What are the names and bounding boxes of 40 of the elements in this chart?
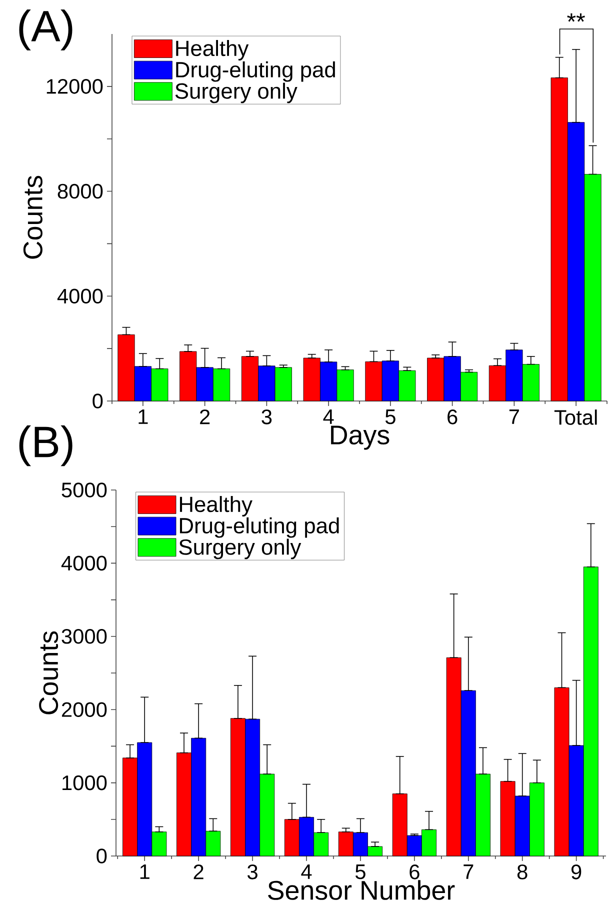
x-tick-label: 2 bbox=[194, 864, 204, 880]
x-tick-label: 7 bbox=[509, 410, 519, 424]
x-tick-label: 1 bbox=[138, 410, 148, 424]
chart-title: (B) bbox=[19, 425, 72, 466]
y-tick-label: 8000 bbox=[58, 184, 103, 199]
text: ** bbox=[567, 13, 585, 22]
legend-label: Drug-eluting pad bbox=[176, 61, 335, 82]
x-tick-label: 6 bbox=[448, 410, 458, 424]
x-tick-label: 4 bbox=[301, 864, 312, 879]
legend-label: Surgery only bbox=[175, 82, 298, 104]
y-tick-label: 12000 bbox=[46, 79, 103, 94]
x-axis-title: Sensor Number bbox=[268, 880, 455, 900]
y-tick-label: 0 bbox=[96, 848, 107, 864]
chart-title: (A) bbox=[19, 10, 72, 50]
x-tick-label: 7 bbox=[464, 864, 474, 879]
x-tick-label: 3 bbox=[262, 410, 272, 424]
y-tick-label: 2000 bbox=[62, 702, 107, 718]
y-axis-title: Counts bbox=[39, 631, 58, 714]
x-tick-label: 5 bbox=[355, 864, 366, 880]
y-tick-label: 1000 bbox=[62, 775, 107, 790]
x-tick-label: 8 bbox=[517, 864, 528, 880]
x-tick-label: 5 bbox=[385, 410, 396, 424]
y-tick-label: 0 bbox=[92, 394, 103, 408]
x-tick-label: 2 bbox=[200, 410, 210, 424]
y-axis-title: Counts bbox=[23, 176, 42, 259]
x-tick-label: 1 bbox=[140, 864, 150, 879]
x-tick-label: 9 bbox=[571, 864, 582, 880]
x-axis-title: Days bbox=[331, 426, 390, 450]
x-tick-label: 3 bbox=[248, 864, 258, 880]
x-tick-label: 4 bbox=[323, 410, 334, 424]
legend-label: Drug-eluting pad bbox=[180, 517, 339, 538]
y-tick-label: 5000 bbox=[62, 482, 107, 498]
legend-label: Surgery only bbox=[179, 538, 302, 560]
x-tick-label: Total bbox=[554, 410, 597, 425]
y-tick-label: 4000 bbox=[61, 556, 107, 571]
legend-label: Healthy bbox=[180, 496, 252, 516]
legend-label: Healthy bbox=[176, 40, 249, 60]
y-tick-label: 3000 bbox=[62, 628, 107, 644]
x-tick-label: 6 bbox=[410, 864, 420, 880]
y-tick-label: 4000 bbox=[57, 288, 103, 304]
